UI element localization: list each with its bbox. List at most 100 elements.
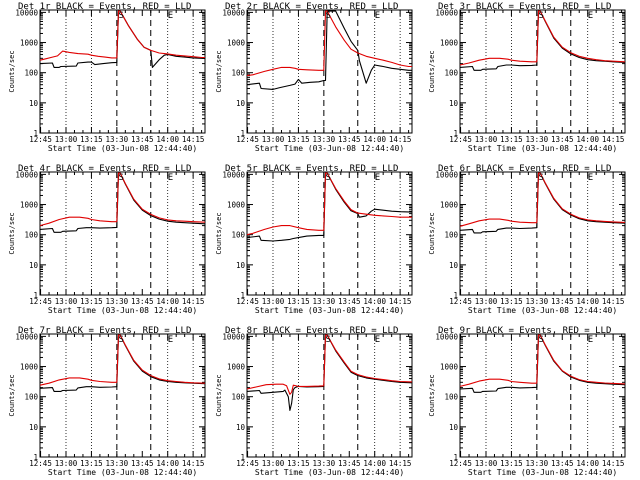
chart-4-ytick-label: 100 [24,231,38,240]
chart-8-xtick-label: 13:30 [313,459,336,468]
chart-5-xtick-label: 13:00 [262,297,285,306]
chart-5-marker-s: S [326,173,331,183]
chart-8-xlabel: Start Time (03-Jun-08 12:44:40) [255,468,404,477]
chart-9-xtick-label: 13:00 [475,459,498,468]
chart-2-ylabel: Counts/sec [215,50,223,92]
chart-9: Det 9r BLACK = Events, RED = LLD 1 10 100 10… [428,326,626,477]
chart-2-marker-e: E [375,11,380,21]
chart-2-title: Det 2r BLACK = Events, RED = LLD [225,2,398,12]
chart-5-xtick-label: 13:30 [313,297,336,306]
chart-4-plot-frame [39,171,206,296]
chart-5-xtick-label: 13:45 [338,297,361,306]
chart-4-ytick-label: 1000 [20,201,39,210]
chart-7-xtick-label: 13:30 [106,459,129,468]
chart-1-ytick-label: 1000 [20,39,39,48]
chart-2-xtick-label: 14:15 [389,135,412,144]
chart-2-xtick-label: 14:00 [363,135,386,144]
chart-8-ytick-label: 10 [236,423,246,432]
chart-9-xtick-label: 12:45 [449,459,472,468]
chart-4-ytick-label: 10 [29,261,39,270]
chart-3-plot-frame [459,9,626,134]
chart-1-ytick-label: 10 [29,99,39,108]
chart-5-xtick-label: 12:45 [236,297,259,306]
chart-5-series-events [246,172,413,242]
chart-7-xtick-label: 12:45 [29,459,52,468]
chart-8-xtick-label: 14:15 [389,459,412,468]
chart-8-xtick-label: 13:15 [287,459,310,468]
chart-1-xtick-label: 13:00 [55,135,78,144]
chart-2-ytick-label: 1 [240,129,245,138]
chart-5-ytick-label: 100 [231,231,245,240]
chart-1-ytick-label: 10000 [15,8,38,17]
chart-7-marker-s: S [119,335,124,345]
chart-8: Det 8r BLACK = Events, RED = LLD 1 10 100 10… [215,326,413,477]
chart-6-xtick-label: 13:45 [551,297,574,306]
chart-6-xtick-label: 13:30 [526,297,549,306]
chart-4-xtick-label: 12:45 [29,297,52,306]
chart-2-series-lld [246,10,412,77]
chart-9-marker-e: E [588,335,593,345]
chart-6-ytick-label: 100 [444,231,458,240]
chart-1-xtick-label: 14:00 [156,135,179,144]
chart-8-ytick-label: 1 [240,453,245,462]
chart-6-xtick-label: 13:15 [500,297,523,306]
chart-1-ytick-label: 100 [24,69,38,78]
chart-3-xtick-label: 14:15 [602,135,625,144]
chart-9-ylabel: Counts/sec [428,374,436,416]
chart-5-marker-e: E [375,173,380,183]
chart-9-xtick-label: 14:15 [602,459,625,468]
chart-1: Det 1r BLACK = Events, RED = LLD 1 10 100 10… [8,2,206,153]
chart-9-ytick-label: 1 [453,453,458,462]
chart-9-plot-frame [459,333,626,458]
chart-2-ytick-label: 10000 [222,8,245,17]
chart-6-ytick-label: 10000 [435,170,458,179]
chart-4-xtick-label: 13:00 [55,297,78,306]
chart-1-title: Det 1r BLACK = Events, RED = LLD [18,2,191,12]
chart-7-xtick-label: 13:15 [80,459,103,468]
chart-6-xtick-label: 14:15 [602,297,625,306]
chart-8-xtick-label: 13:00 [262,459,285,468]
chart-4-ytick-label: 1 [33,291,38,300]
chart-5-title: Det 5r BLACK = Events, RED = LLD [225,164,398,174]
chart-6-xtick-label: 13:00 [475,297,498,306]
chart-9-title: Det 9r BLACK = Events, RED = LLD [438,326,611,336]
chart-9-ytick-label: 100 [444,393,458,402]
chart-7-plot-frame [39,333,206,458]
chart-4-marker-e: E [168,173,173,183]
chart-2-ytick-label: 100 [231,69,245,78]
chart-5-xtick-label: 13:15 [287,297,310,306]
chart-2-xtick-label: 13:30 [313,135,336,144]
chart-7-xtick-label: 14:15 [182,459,205,468]
chart-9-xtick-label: 14:00 [576,459,599,468]
chart-8-ytick-label: 100 [231,393,245,402]
chart-3-ytick-label: 1000 [440,39,459,48]
chart-4-xtick-label: 13:30 [106,297,129,306]
chart-3-xtick-label: 14:00 [576,135,599,144]
chart-3-xtick-label: 12:45 [449,135,472,144]
chart-1-ytick-label: 1 [33,129,38,138]
chart-3-xtick-label: 13:00 [475,135,498,144]
chart-3-ytick-label: 10 [449,99,459,108]
chart-5-xlabel: Start Time (03-Jun-08 12:44:40) [255,306,404,315]
chart-8-xtick-label: 14:00 [363,459,386,468]
chart-3-ytick-label: 1 [453,129,458,138]
chart-3-title: Det 3r BLACK = Events, RED = LLD [438,2,611,12]
chart-7-ytick-label: 10000 [15,332,38,341]
chart-2-xlabel: Start Time (03-Jun-08 12:44:40) [255,144,404,153]
chart-9-ytick-label: 1000 [440,363,459,372]
chart-6-marker-s: S [539,173,544,183]
chart-2-series-events [246,10,412,90]
chart-8-ytick-label: 10000 [222,332,245,341]
chart-2-xtick-label: 13:15 [287,135,310,144]
chart-2-marker-s: S [326,11,331,21]
chart-1-xtick-label: 14:15 [182,135,205,144]
chart-1-series-lld [39,10,205,61]
chart-2: Det 2r BLACK = Events, RED = LLD 1 10 100 10… [215,2,413,153]
chart-4-marker-s: S [119,173,124,183]
chart-8-series-lld [246,334,413,395]
chart-7-title: Det 7r BLACK = Events, RED = LLD [18,326,191,336]
chart-3-ytick-label: 100 [444,69,458,78]
chart-9-ytick-label: 10000 [435,332,458,341]
chart-8-plot-frame [246,333,413,458]
